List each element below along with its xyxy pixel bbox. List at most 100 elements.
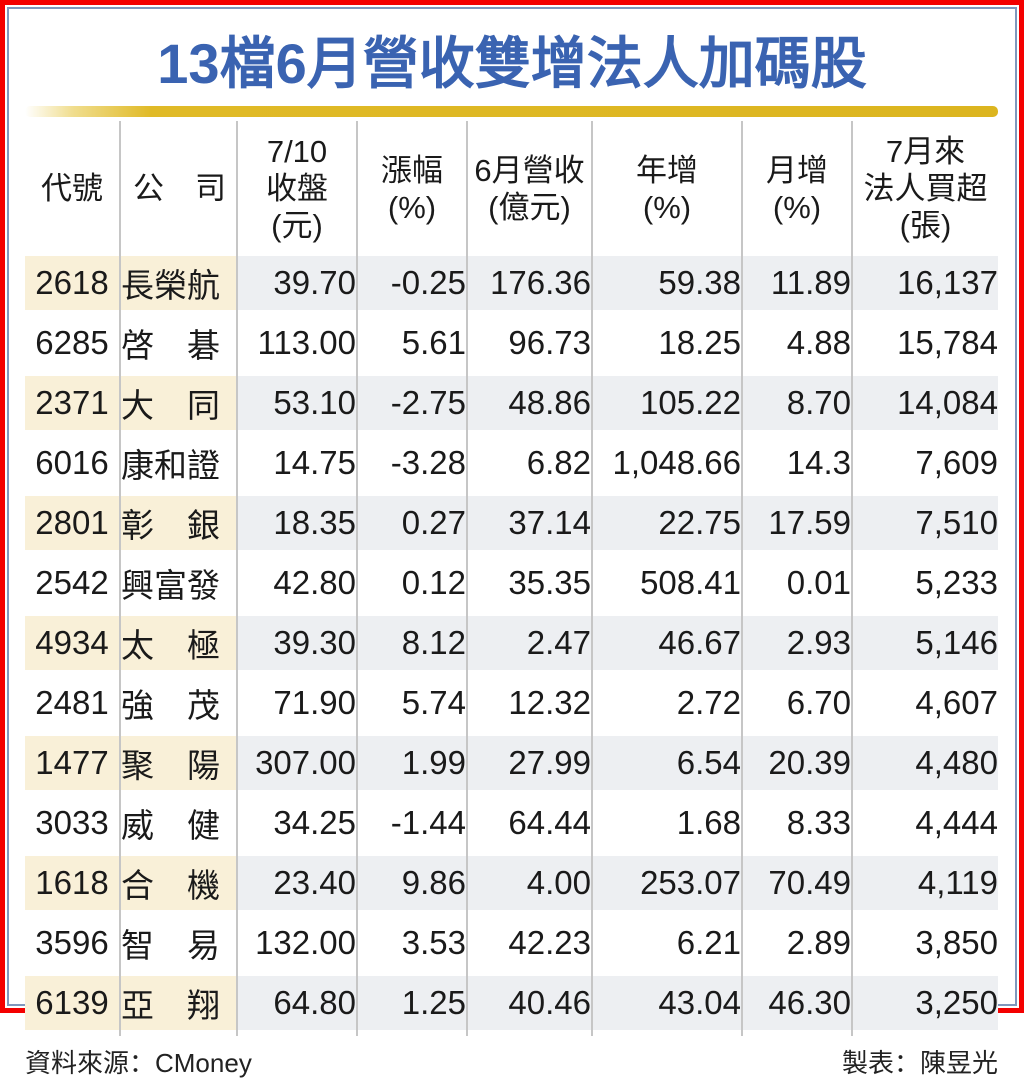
cell-company: 太 極 <box>121 616 238 676</box>
cell-mom: 17.59 <box>743 496 853 556</box>
cell-mom: 11.89 <box>743 256 853 316</box>
cell-code: 3596 <box>25 916 121 976</box>
column-header-company: 公 司 <box>121 121 238 256</box>
cell-company: 啓 碁 <box>121 316 238 376</box>
header-line: 公 司 <box>133 171 226 206</box>
table-row: 6139 亞 翔 64.80 1.25 40.46 43.04 46.30 3,250 <box>25 976 998 1036</box>
cell-mom: 46.30 <box>743 976 853 1036</box>
cell-code: 1618 <box>25 856 121 916</box>
table-row: 6016 康和證 14.75 -3.28 6.82 1,048.66 14.3 7,609 <box>25 436 998 496</box>
header-line: 6月營收 <box>474 152 585 188</box>
cell-change: -0.25 <box>358 256 468 316</box>
column-header-buy: 7月來 法人買超 (張) <box>853 121 998 256</box>
cell-yoy: 508.41 <box>593 556 743 616</box>
cell-code: 6139 <box>25 976 121 1036</box>
cell-close: 113.00 <box>238 316 358 376</box>
column-header-change: 漲幅 (%) <box>358 121 468 256</box>
column-header-yoy: 年增 (%) <box>593 121 743 256</box>
cell-yoy: 43.04 <box>593 976 743 1036</box>
cell-change: 5.74 <box>358 676 468 736</box>
cell-close: 34.25 <box>238 796 358 856</box>
cell-code: 4934 <box>25 616 121 676</box>
cell-buy: 4,119 <box>853 856 998 916</box>
cell-close: 64.80 <box>238 976 358 1036</box>
cell-mom: 8.33 <box>743 796 853 856</box>
header-line: 收盤 <box>266 171 328 206</box>
header-line: 年增 <box>636 152 698 188</box>
header-line: (億元) <box>488 189 571 225</box>
cell-revenue: 176.36 <box>468 256 593 316</box>
cell-change: 0.27 <box>358 496 468 556</box>
cell-revenue: 48.86 <box>468 376 593 436</box>
cell-buy: 7,609 <box>853 436 998 496</box>
cell-yoy: 59.38 <box>593 256 743 316</box>
cell-close: 23.40 <box>238 856 358 916</box>
cell-buy: 5,233 <box>853 556 998 616</box>
cell-close: 39.70 <box>238 256 358 316</box>
table-body: 2618 長榮航 39.70 -0.25 176.36 59.38 11.89 16,137 6… <box>25 256 998 1036</box>
cell-close: 39.30 <box>238 616 358 676</box>
column-header-close: 7/10 收盤 (元) <box>238 121 358 256</box>
cell-close: 71.90 <box>238 676 358 736</box>
cell-yoy: 6.21 <box>593 916 743 976</box>
cell-mom: 2.93 <box>743 616 853 676</box>
cell-mom: 14.3 <box>743 436 853 496</box>
cell-revenue: 42.23 <box>468 916 593 976</box>
cell-buy: 4,480 <box>853 736 998 796</box>
cell-company: 康和證 <box>121 436 238 496</box>
cell-yoy: 1.68 <box>593 796 743 856</box>
cell-yoy: 1,048.66 <box>593 436 743 496</box>
gold-divider-bar <box>25 106 998 117</box>
header-line: (張) <box>899 208 952 243</box>
table-row: 3033 威 健 34.25 -1.44 64.44 1.68 8.33 4,444 <box>25 796 998 856</box>
header-line: 代號 <box>41 171 103 206</box>
header-line: 月增 <box>766 152 828 188</box>
cell-company: 長榮航 <box>121 256 238 316</box>
cell-revenue: 4.00 <box>468 856 593 916</box>
column-header-revenue: 6月營收 (億元) <box>468 121 593 256</box>
cell-yoy: 22.75 <box>593 496 743 556</box>
cell-company: 強 茂 <box>121 676 238 736</box>
cell-close: 14.75 <box>238 436 358 496</box>
cell-change: 3.53 <box>358 916 468 976</box>
header-line: (%) <box>642 189 692 225</box>
table-row: 4934 太 極 39.30 8.12 2.47 46.67 2.93 5,146 <box>25 616 998 676</box>
cell-code: 2618 <box>25 256 121 316</box>
cell-company: 亞 翔 <box>121 976 238 1036</box>
cell-yoy: 46.67 <box>593 616 743 676</box>
cell-buy: 3,850 <box>853 916 998 976</box>
cell-change: 5.61 <box>358 316 468 376</box>
cell-code: 6016 <box>25 436 121 496</box>
cell-close: 53.10 <box>238 376 358 436</box>
cell-revenue: 35.35 <box>468 556 593 616</box>
content-panel: 13檔6月營收雙增法人加碼股 代號公 司 7/10 收盤 (元) 漲幅 (%) 6月營收 (億… <box>7 7 1017 1078</box>
header-line: 法人買超 <box>863 171 988 206</box>
table-row: 2801 彰 銀 18.35 0.27 37.14 22.75 17.59 7,510 <box>25 496 998 556</box>
cell-buy: 15,784 <box>853 316 998 376</box>
cell-mom: 2.89 <box>743 916 853 976</box>
header-line: 漲幅 <box>381 152 443 188</box>
cell-code: 6285 <box>25 316 121 376</box>
table-row: 2371 大 同 53.10 -2.75 48.86 105.22 8.70 14,084 <box>25 376 998 436</box>
cell-revenue: 64.44 <box>468 796 593 856</box>
cell-mom: 4.88 <box>743 316 853 376</box>
cell-buy: 5,146 <box>853 616 998 676</box>
cell-buy: 16,137 <box>853 256 998 316</box>
column-header-code: 代號 <box>25 121 121 256</box>
cell-revenue: 6.82 <box>468 436 593 496</box>
stock-table: 代號公 司 7/10 收盤 (元) 漲幅 (%) 6月營收 (億元) 年增 (%) 月增 (%) 7月來… <box>25 121 998 1036</box>
cell-revenue: 12.32 <box>468 676 593 736</box>
table-row: 6285 啓 碁 113.00 5.61 96.73 18.25 4.88 15,784 <box>25 316 998 376</box>
page-title: 13檔6月營收雙增法人加碼股 <box>157 32 867 95</box>
cell-company: 彰 銀 <box>121 496 238 556</box>
table-row: 1477 聚 陽 307.00 1.99 27.99 6.54 20.39 4,480 <box>25 736 998 796</box>
cell-code: 3033 <box>25 796 121 856</box>
table-row: 3596 智 易 132.00 3.53 42.23 6.21 2.89 3,850 <box>25 916 998 976</box>
cell-mom: 70.49 <box>743 856 853 916</box>
header-line: 7月來 <box>885 134 966 169</box>
cell-code: 1477 <box>25 736 121 796</box>
cell-mom: 6.70 <box>743 676 853 736</box>
credit-note: 製表：陳昱光 <box>841 1047 998 1078</box>
cell-buy: 4,444 <box>853 796 998 856</box>
